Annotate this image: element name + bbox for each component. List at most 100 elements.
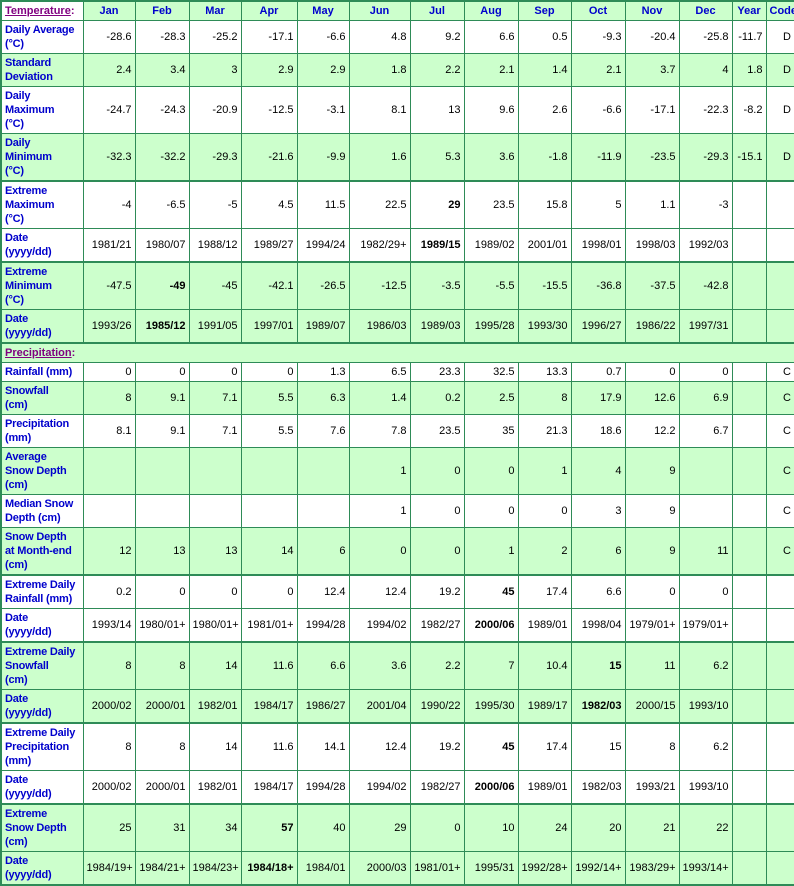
table-row: Daily Average (°C) -28.6 -28.3 -25.2 -17.1 -6.…: [0, 20, 794, 54]
data-cell: 32.5: [463, 362, 519, 382]
data-cell: [296, 447, 350, 495]
row-label: Standard Deviation: [0, 53, 84, 87]
data-cell: C: [765, 381, 794, 415]
data-cell: [296, 494, 350, 528]
data-cell: 1986/22: [624, 309, 680, 344]
data-cell: 1982/03: [570, 770, 626, 805]
data-cell: 2: [517, 527, 572, 576]
data-cell: 1980/01+: [188, 608, 242, 643]
data-cell: 19.2: [409, 722, 465, 771]
data-cell: -32.2: [134, 133, 190, 182]
data-cell: 2000/06: [463, 770, 519, 805]
table-row: Average Snow Depth (cm) 1 0 0 1 4 9 C: [0, 447, 794, 495]
data-cell: 1982/29+: [348, 228, 411, 263]
data-cell: 15: [570, 641, 626, 690]
table-row: Extreme Maximum (°C) -4 -6.5 -5 4.5 11.5 22.5 29 2…: [0, 180, 794, 229]
data-cell: [731, 261, 767, 310]
data-cell: [134, 447, 190, 495]
data-cell: 0.2: [82, 574, 136, 609]
data-cell: 35: [463, 414, 519, 448]
data-cell: [765, 770, 794, 805]
data-cell: 25: [82, 803, 136, 852]
data-cell: 1993/14+: [678, 851, 733, 886]
data-cell: -9.3: [570, 20, 626, 54]
data-cell: 3: [570, 494, 626, 528]
data-cell: [765, 608, 794, 643]
data-cell: -20.9: [188, 86, 242, 134]
data-cell: 17.9: [570, 381, 626, 415]
data-cell: 1: [348, 447, 411, 495]
data-cell: 1981/01+: [240, 608, 298, 643]
data-cell: 0.2: [409, 381, 465, 415]
data-cell: 0: [240, 362, 298, 382]
data-cell: 1995/28: [463, 309, 519, 344]
table-row: Snow Depth at Month-end (cm) 12 13 13 14 6 0 0 1 2 6…: [0, 527, 794, 576]
table-row: Daily Minimum (°C) -32.3 -32.2 -29.3 -21.6 -9.9…: [0, 133, 794, 182]
data-cell: -3: [678, 180, 733, 229]
data-cell: 1998/03: [624, 228, 680, 263]
data-cell: 1996/27: [570, 309, 626, 344]
data-cell: -15.5: [517, 261, 572, 310]
data-cell: 1998/04: [570, 608, 626, 643]
table-row: Extreme Minimum (°C) -47.5 -49 -45 -42.1 -26.5-…: [0, 261, 794, 310]
data-cell: 17.4: [517, 722, 572, 771]
data-cell: 2.4: [82, 53, 136, 87]
data-cell: 1.4: [517, 53, 572, 87]
row-label: Extreme Minimum (°C): [0, 261, 84, 310]
data-cell: D: [765, 20, 794, 54]
data-cell: -28.3: [134, 20, 190, 54]
data-cell: 0: [678, 362, 733, 382]
data-cell: 1997/01: [240, 309, 298, 344]
data-cell: 1982/27: [409, 608, 465, 643]
data-cell: 1984/01: [296, 851, 350, 886]
data-cell: -49: [134, 261, 190, 310]
column-header-code: Code: [765, 0, 794, 21]
data-cell: [765, 851, 794, 886]
column-header-oct: Oct: [570, 0, 626, 21]
data-cell: 9: [624, 447, 680, 495]
row-label: Daily Average (°C): [0, 20, 84, 54]
precipitation-section-link[interactable]: Precipitation: [5, 347, 72, 359]
temperature-section-link[interactable]: Temperature: [5, 5, 71, 17]
data-cell: -11.7: [731, 20, 767, 54]
data-cell: 7: [463, 641, 519, 690]
data-cell: 1981/01+: [409, 851, 465, 886]
table-row: Standard Deviation 2.4 3.4 3 2.9 2.9 1.8 2.2 2.1 1…: [0, 53, 794, 87]
data-cell: [765, 689, 794, 724]
data-cell: 10.4: [517, 641, 572, 690]
data-cell: 23.3: [409, 362, 465, 382]
data-cell: 1991/05: [188, 309, 242, 344]
data-cell: [731, 228, 767, 263]
data-cell: 3.4: [134, 53, 190, 87]
data-cell: 23.5: [409, 414, 465, 448]
data-cell: 3.6: [463, 133, 519, 182]
data-cell: [731, 770, 767, 805]
data-cell: 15.8: [517, 180, 572, 229]
data-cell: 6.6: [296, 641, 350, 690]
column-header-nov: Nov: [624, 0, 680, 21]
data-cell: 1982/27: [409, 770, 465, 805]
data-cell: -36.8: [570, 261, 626, 310]
data-cell: 0: [409, 447, 465, 495]
data-cell: 6.5: [348, 362, 411, 382]
data-cell: 29: [348, 803, 411, 852]
data-cell: 13: [409, 86, 465, 134]
data-cell: 0: [188, 362, 242, 382]
row-label: Rainfall (mm): [0, 362, 84, 382]
data-cell: 5.5: [240, 414, 298, 448]
data-cell: 1989/01: [517, 608, 572, 643]
data-cell: 0: [134, 362, 190, 382]
data-cell: 11.5: [296, 180, 350, 229]
data-cell: 1989/03: [409, 309, 465, 344]
data-cell: 1986/03: [348, 309, 411, 344]
data-cell: 6.2: [678, 641, 733, 690]
data-cell: 21: [624, 803, 680, 852]
data-cell: 8: [82, 641, 136, 690]
data-cell: 2.6: [517, 86, 572, 134]
data-cell: 29: [409, 180, 465, 229]
data-cell: 0: [678, 574, 733, 609]
data-cell: 2000/03: [348, 851, 411, 886]
data-cell: 2.9: [296, 53, 350, 87]
data-cell: -9.9: [296, 133, 350, 182]
